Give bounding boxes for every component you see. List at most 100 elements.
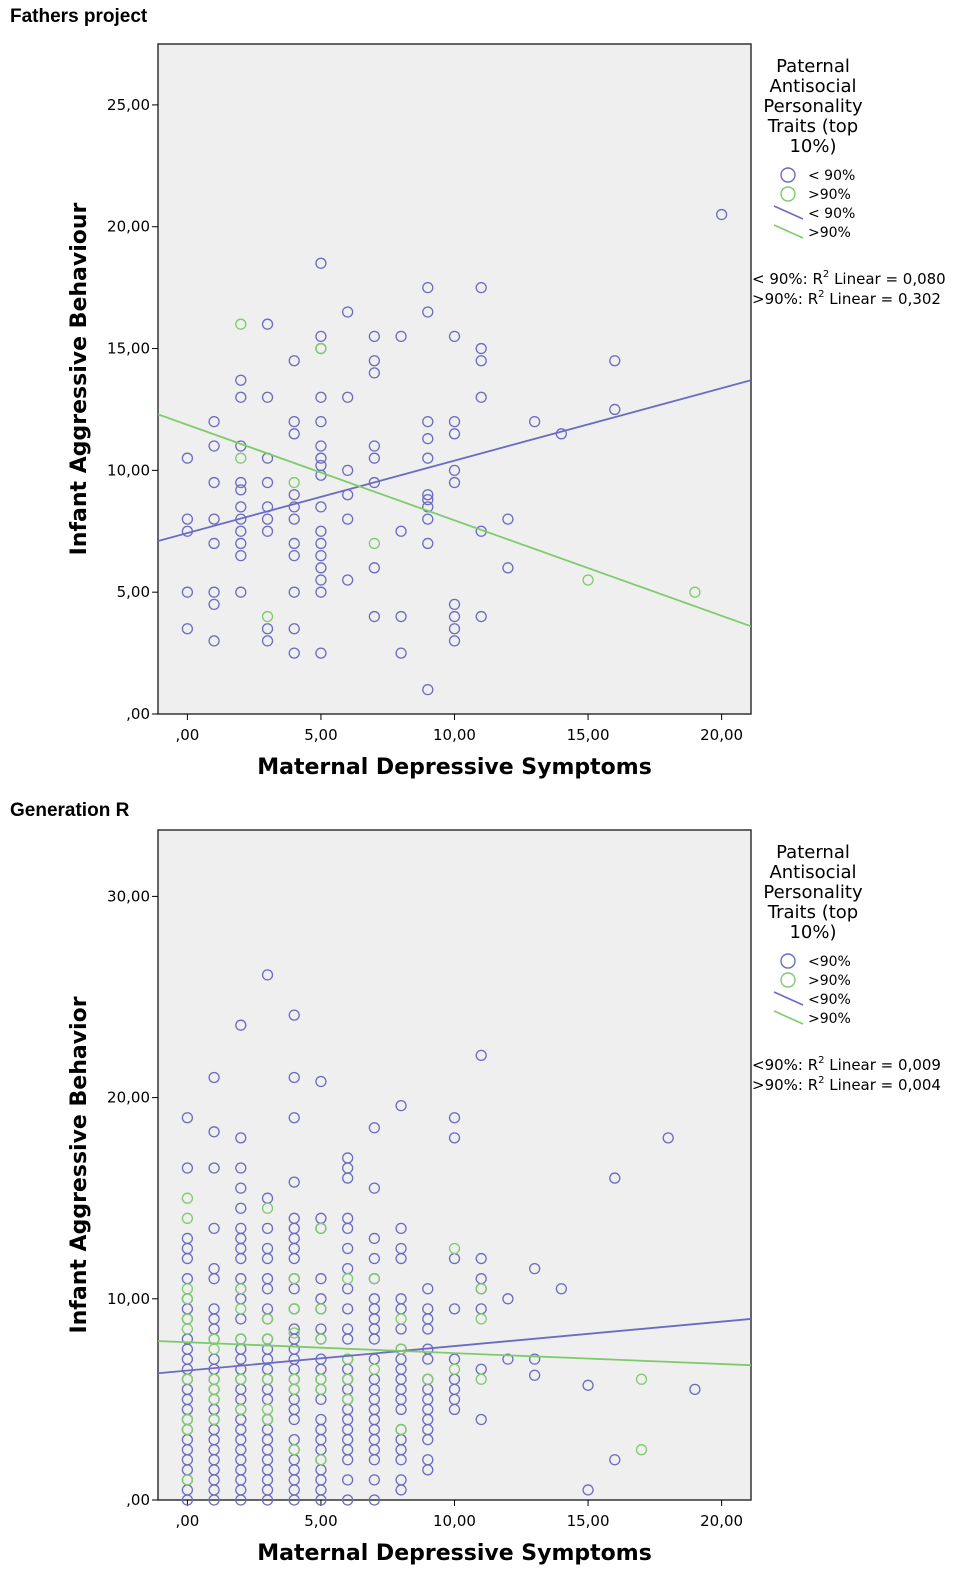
scatter-chart-fathers: ,00 5,00 10,00 15,00 20,00 25,00 ,00 5,00 10,00 1… [67, 43, 946, 780]
data-point-low [288, 489, 300, 501]
r2-annotation: >90%: R2 Linear = 0,004 [752, 1075, 941, 1094]
data-point-low [235, 476, 247, 489]
data-point-low [288, 1494, 300, 1506]
data-point-high [315, 1303, 327, 1315]
data-point-high [288, 1273, 300, 1285]
plot-area [157, 43, 752, 715]
data-point-high [448, 1363, 461, 1375]
data-point-high [235, 1303, 247, 1315]
data-point-high [315, 342, 327, 355]
data-point-low [422, 537, 434, 550]
data-point-low [342, 1454, 354, 1466]
data-point-low [502, 513, 514, 525]
data-point-low [422, 452, 434, 464]
legend-line-high [773, 224, 804, 239]
data-point-low [315, 452, 327, 464]
data-point-low [315, 257, 327, 269]
data-point-low [261, 1222, 274, 1235]
legend-title-line: Antisocial [769, 862, 856, 883]
data-point-low [395, 1099, 407, 1112]
data-point-high [181, 1323, 194, 1335]
data-point-low [208, 1162, 220, 1174]
data-point-high [315, 1222, 327, 1235]
data-point-low [368, 1252, 381, 1265]
data-point-low [342, 1333, 354, 1345]
data-point-low [395, 1252, 407, 1265]
x-tick-label: 10,00 [433, 1512, 476, 1530]
data-point-low [475, 281, 487, 294]
data-point-low [315, 330, 327, 343]
data-point-high [422, 1373, 434, 1385]
data-point-low [315, 647, 327, 659]
y-tick-label: 15,00 [107, 340, 150, 358]
y-tick-label: 10,00 [107, 461, 150, 479]
data-point-low [288, 1413, 300, 1426]
data-point-low [181, 1252, 194, 1265]
data-point-low [342, 574, 354, 586]
fit-line-high [158, 413, 751, 628]
data-point-high [395, 1423, 407, 1436]
data-point-low [368, 1494, 381, 1506]
data-point-low [181, 513, 194, 525]
data-point-low [448, 1112, 461, 1124]
legend-title-line: Paternal [776, 842, 850, 863]
data-point-low [235, 1202, 247, 1214]
data-point-high [208, 1393, 220, 1406]
data-point-low [208, 1222, 220, 1235]
data-point-low [368, 367, 381, 379]
data-point-low [582, 1379, 594, 1391]
x-tick-label: 10,00 [433, 726, 476, 744]
x-tick-label: ,00 [175, 1512, 199, 1530]
data-point-low [448, 1403, 461, 1416]
data-point-low [208, 1126, 220, 1138]
data-point-low [715, 208, 728, 221]
y-axis-label: Infant Aggressive Behavior [67, 996, 92, 1333]
data-point-low [342, 306, 354, 318]
legend-title-line: Personality [763, 96, 863, 117]
data-point-high [635, 1373, 648, 1385]
legend-title-line: Antisocial [769, 76, 856, 97]
data-point-low [368, 1474, 381, 1486]
data-point-low [315, 574, 327, 586]
data-point-low [502, 562, 514, 574]
data-point-high [315, 1454, 327, 1466]
data-point-low [368, 330, 381, 343]
data-point-high [181, 1293, 194, 1305]
data-point-low [235, 501, 247, 513]
data-point-low [315, 562, 327, 574]
data-point-low [528, 1262, 541, 1275]
legend-title-line: Personality [763, 882, 863, 903]
x-tick-label: 15,00 [567, 1512, 610, 1530]
data-point-low [609, 403, 621, 416]
data-point-low [235, 484, 247, 496]
data-point-low [181, 1162, 194, 1174]
data-point-low [208, 440, 220, 452]
data-point-high [315, 1383, 327, 1395]
data-point-low [422, 1283, 434, 1295]
legend-title-line: 10%) [789, 922, 836, 943]
data-point-low [448, 1132, 461, 1144]
data-point-low [208, 1273, 220, 1285]
data-point-low [342, 1303, 354, 1315]
data-point-low [475, 1252, 487, 1265]
data-point-low [315, 501, 327, 513]
data-point-low [261, 391, 274, 403]
data-point-high [368, 537, 381, 550]
data-point-low [235, 586, 247, 598]
legend-title-line: 10%) [789, 136, 836, 157]
data-point-low [422, 513, 434, 525]
data-point-high [635, 1444, 648, 1456]
data-point-high [395, 1343, 407, 1355]
data-point-high [235, 1373, 247, 1385]
data-point-low [235, 1494, 247, 1506]
data-point-low [315, 525, 327, 537]
data-point-low [208, 635, 220, 647]
data-point-low [288, 501, 300, 513]
data-point-low [368, 476, 381, 489]
data-point-low [235, 1182, 247, 1194]
data-point-low [208, 415, 220, 428]
data-point-high [475, 1373, 487, 1385]
data-point-low [315, 415, 327, 428]
data-point-low [689, 1383, 701, 1395]
x-axis-label: Maternal Depressive Symptoms [257, 1541, 652, 1566]
